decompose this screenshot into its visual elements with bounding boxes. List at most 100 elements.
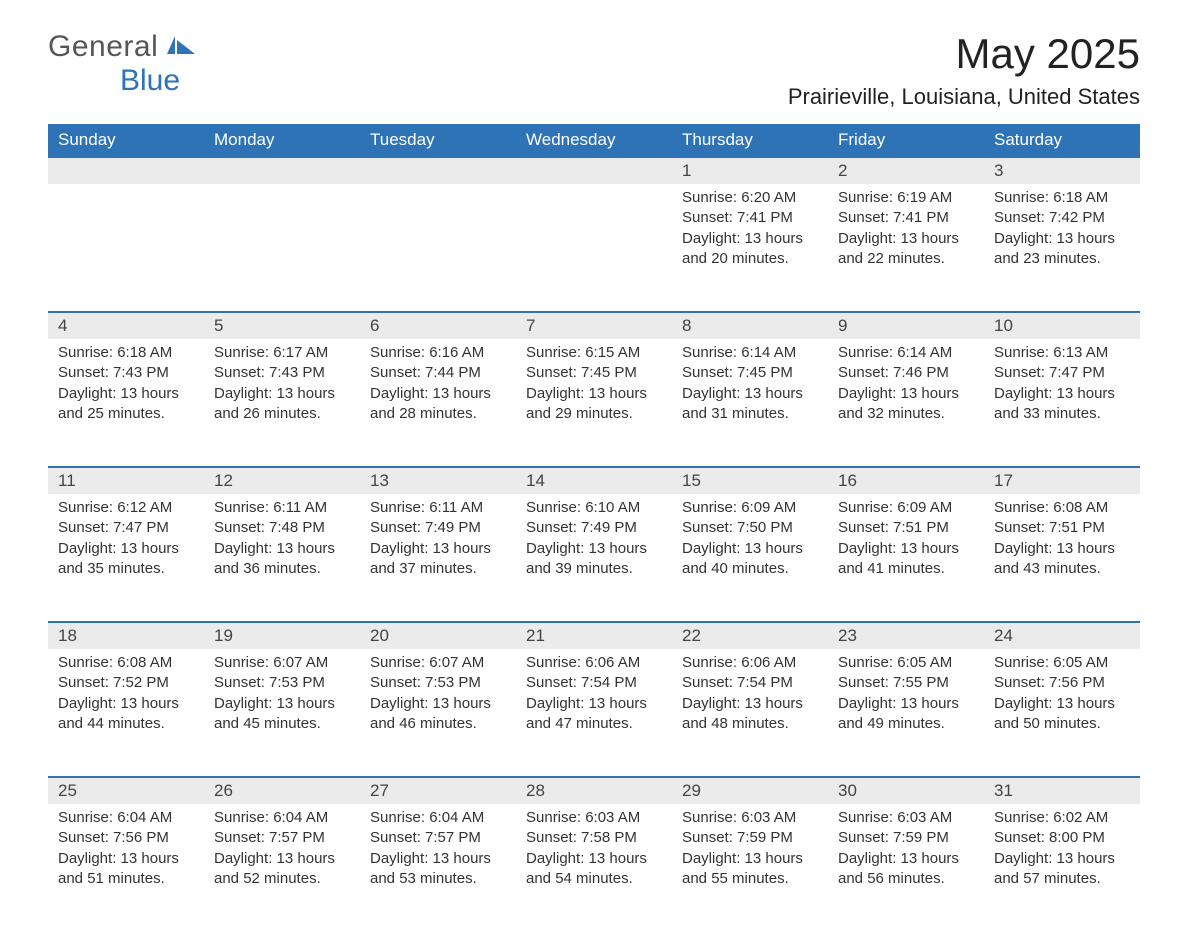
day-number: 14 bbox=[516, 468, 672, 494]
day-number-cell: 24 bbox=[984, 622, 1140, 649]
day-details: Sunrise: 6:07 AMSunset: 7:53 PMDaylight:… bbox=[204, 649, 360, 744]
day-details: Sunrise: 6:04 AMSunset: 7:57 PMDaylight:… bbox=[360, 804, 516, 899]
day-number-cell: 1 bbox=[672, 157, 828, 184]
day-cell: Sunrise: 6:04 AMSunset: 7:57 PMDaylight:… bbox=[204, 804, 360, 932]
day-details: Sunrise: 6:15 AMSunset: 7:45 PMDaylight:… bbox=[516, 339, 672, 434]
sunrise-line: Sunrise: 6:09 AM bbox=[682, 498, 818, 518]
day-cell: Sunrise: 6:03 AMSunset: 7:59 PMDaylight:… bbox=[672, 804, 828, 932]
day-number: 3 bbox=[984, 158, 1140, 184]
empty-cell bbox=[48, 184, 204, 312]
day-details: Sunrise: 6:07 AMSunset: 7:53 PMDaylight:… bbox=[360, 649, 516, 744]
sunset-line: Sunset: 7:51 PM bbox=[994, 518, 1130, 538]
day-details: Sunrise: 6:10 AMSunset: 7:49 PMDaylight:… bbox=[516, 494, 672, 589]
day-cell: Sunrise: 6:03 AMSunset: 7:59 PMDaylight:… bbox=[828, 804, 984, 932]
day-cell: Sunrise: 6:14 AMSunset: 7:45 PMDaylight:… bbox=[672, 339, 828, 467]
day-number-cell: 27 bbox=[360, 777, 516, 804]
day-details: Sunrise: 6:18 AMSunset: 7:42 PMDaylight:… bbox=[984, 184, 1140, 279]
sunrise-line: Sunrise: 6:07 AM bbox=[214, 653, 350, 673]
sunrise-line: Sunrise: 6:02 AM bbox=[994, 808, 1130, 828]
sunrise-line: Sunrise: 6:17 AM bbox=[214, 343, 350, 363]
day-details: Sunrise: 6:06 AMSunset: 7:54 PMDaylight:… bbox=[672, 649, 828, 744]
empty-daynum bbox=[360, 157, 516, 184]
day-number: 29 bbox=[672, 778, 828, 804]
day-number: 5 bbox=[204, 313, 360, 339]
sunset-line: Sunset: 7:59 PM bbox=[838, 828, 974, 848]
day-cell: Sunrise: 6:02 AMSunset: 8:00 PMDaylight:… bbox=[984, 804, 1140, 932]
logo-word1: General bbox=[48, 30, 158, 63]
day-cell: Sunrise: 6:05 AMSunset: 7:56 PMDaylight:… bbox=[984, 649, 1140, 777]
day-number: 23 bbox=[828, 623, 984, 649]
sunset-line: Sunset: 7:45 PM bbox=[526, 363, 662, 383]
daylight-line: Daylight: 13 hours and 37 minutes. bbox=[370, 539, 506, 580]
day-cell: Sunrise: 6:07 AMSunset: 7:53 PMDaylight:… bbox=[360, 649, 516, 777]
daylight-line: Daylight: 13 hours and 25 minutes. bbox=[58, 384, 194, 425]
day-number: 31 bbox=[984, 778, 1140, 804]
daylight-line: Daylight: 13 hours and 50 minutes. bbox=[994, 694, 1130, 735]
sunrise-line: Sunrise: 6:14 AM bbox=[682, 343, 818, 363]
day-number-cell: 8 bbox=[672, 312, 828, 339]
daylight-line: Daylight: 13 hours and 43 minutes. bbox=[994, 539, 1130, 580]
daylight-line: Daylight: 13 hours and 57 minutes. bbox=[994, 849, 1130, 890]
sunrise-line: Sunrise: 6:10 AM bbox=[526, 498, 662, 518]
sunrise-line: Sunrise: 6:09 AM bbox=[838, 498, 974, 518]
day-cell: Sunrise: 6:06 AMSunset: 7:54 PMDaylight:… bbox=[672, 649, 828, 777]
day-details: Sunrise: 6:16 AMSunset: 7:44 PMDaylight:… bbox=[360, 339, 516, 434]
day-cell: Sunrise: 6:11 AMSunset: 7:49 PMDaylight:… bbox=[360, 494, 516, 622]
weekday-header: Saturday bbox=[984, 124, 1140, 157]
day-number-cell: 4 bbox=[48, 312, 204, 339]
day-body-row: Sunrise: 6:04 AMSunset: 7:56 PMDaylight:… bbox=[48, 804, 1140, 932]
daylight-line: Daylight: 13 hours and 36 minutes. bbox=[214, 539, 350, 580]
daylight-line: Daylight: 13 hours and 23 minutes. bbox=[994, 229, 1130, 270]
day-cell: Sunrise: 6:09 AMSunset: 7:51 PMDaylight:… bbox=[828, 494, 984, 622]
daylight-line: Daylight: 13 hours and 53 minutes. bbox=[370, 849, 506, 890]
day-number-cell: 19 bbox=[204, 622, 360, 649]
day-number-cell: 23 bbox=[828, 622, 984, 649]
daylight-line: Daylight: 13 hours and 54 minutes. bbox=[526, 849, 662, 890]
sunrise-line: Sunrise: 6:18 AM bbox=[994, 188, 1130, 208]
day-number: 2 bbox=[828, 158, 984, 184]
day-cell: Sunrise: 6:11 AMSunset: 7:48 PMDaylight:… bbox=[204, 494, 360, 622]
day-number-row: 18192021222324 bbox=[48, 622, 1140, 649]
day-body-row: Sunrise: 6:12 AMSunset: 7:47 PMDaylight:… bbox=[48, 494, 1140, 622]
sunset-line: Sunset: 7:44 PM bbox=[370, 363, 506, 383]
daylight-line: Daylight: 13 hours and 22 minutes. bbox=[838, 229, 974, 270]
day-details: Sunrise: 6:13 AMSunset: 7:47 PMDaylight:… bbox=[984, 339, 1140, 434]
day-number-cell: 13 bbox=[360, 467, 516, 494]
sunset-line: Sunset: 7:54 PM bbox=[526, 673, 662, 693]
daylight-line: Daylight: 13 hours and 20 minutes. bbox=[682, 229, 818, 270]
daylight-line: Daylight: 13 hours and 32 minutes. bbox=[838, 384, 974, 425]
day-number-cell: 31 bbox=[984, 777, 1140, 804]
logo: General Blue bbox=[48, 30, 197, 98]
day-number-cell: 17 bbox=[984, 467, 1140, 494]
sunrise-line: Sunrise: 6:07 AM bbox=[370, 653, 506, 673]
day-number: 22 bbox=[672, 623, 828, 649]
daylight-line: Daylight: 13 hours and 41 minutes. bbox=[838, 539, 974, 580]
daylight-line: Daylight: 13 hours and 55 minutes. bbox=[682, 849, 818, 890]
month-title: May 2025 bbox=[788, 30, 1140, 78]
day-number-cell: 29 bbox=[672, 777, 828, 804]
day-details: Sunrise: 6:11 AMSunset: 7:48 PMDaylight:… bbox=[204, 494, 360, 589]
sunrise-line: Sunrise: 6:08 AM bbox=[994, 498, 1130, 518]
daylight-line: Daylight: 13 hours and 31 minutes. bbox=[682, 384, 818, 425]
day-number: 13 bbox=[360, 468, 516, 494]
title-block: May 2025 Prairieville, Louisiana, United… bbox=[788, 30, 1140, 118]
page: General Blue May 2025 Prairieville, Loui… bbox=[0, 0, 1188, 952]
daylight-line: Daylight: 13 hours and 26 minutes. bbox=[214, 384, 350, 425]
daylight-line: Daylight: 13 hours and 35 minutes. bbox=[58, 539, 194, 580]
empty-daynum bbox=[204, 157, 360, 184]
day-details: Sunrise: 6:04 AMSunset: 7:57 PMDaylight:… bbox=[204, 804, 360, 899]
day-details: Sunrise: 6:05 AMSunset: 7:56 PMDaylight:… bbox=[984, 649, 1140, 744]
sunrise-line: Sunrise: 6:04 AM bbox=[214, 808, 350, 828]
day-cell: Sunrise: 6:10 AMSunset: 7:49 PMDaylight:… bbox=[516, 494, 672, 622]
sunrise-line: Sunrise: 6:06 AM bbox=[526, 653, 662, 673]
location: Prairieville, Louisiana, United States bbox=[788, 84, 1140, 110]
day-number-cell: 16 bbox=[828, 467, 984, 494]
day-number-row: 11121314151617 bbox=[48, 467, 1140, 494]
sunset-line: Sunset: 7:41 PM bbox=[838, 208, 974, 228]
day-number: 4 bbox=[48, 313, 204, 339]
empty-cell bbox=[516, 184, 672, 312]
sunrise-line: Sunrise: 6:03 AM bbox=[526, 808, 662, 828]
day-cell: Sunrise: 6:03 AMSunset: 7:58 PMDaylight:… bbox=[516, 804, 672, 932]
calendar-header-row: SundayMondayTuesdayWednesdayThursdayFrid… bbox=[48, 124, 1140, 157]
calendar-table: SundayMondayTuesdayWednesdayThursdayFrid… bbox=[48, 124, 1140, 932]
